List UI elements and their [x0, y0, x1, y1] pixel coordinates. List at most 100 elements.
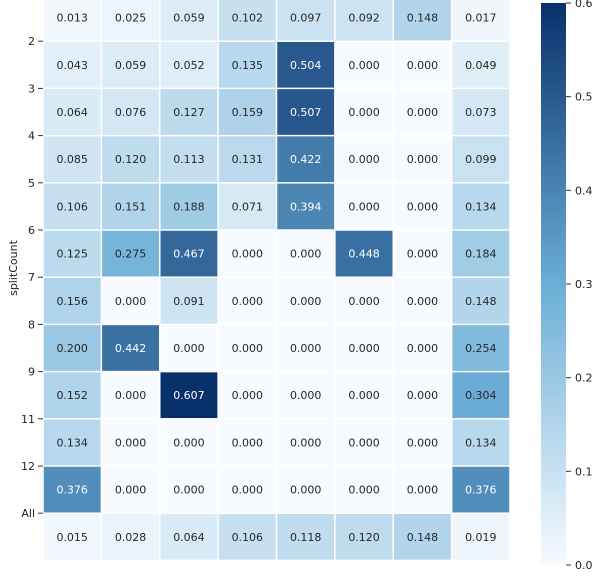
heatmap-cell	[277, 325, 335, 371]
heatmap-cell	[218, 325, 276, 371]
heatmap-cell	[452, 89, 510, 135]
heatmap-cell	[218, 466, 276, 513]
heatmap-cell	[160, 183, 218, 230]
cell-value-label: 0.025	[115, 12, 147, 25]
heatmap-cell	[43, 466, 101, 513]
cell-value-label: 0.148	[465, 295, 497, 308]
cell-value-label: 0.052	[173, 59, 205, 72]
y-tick-label: 6	[28, 224, 35, 237]
cell-value-label: 0.120	[115, 153, 147, 166]
cell-value-label: 0.000	[115, 484, 147, 497]
cell-value-label: 0.099	[465, 153, 497, 166]
heatmap-cell	[160, 41, 218, 88]
heatmap-cell	[277, 419, 335, 466]
cell-value-label: 0.000	[348, 59, 380, 72]
cell-value-label: 0.000	[348, 389, 380, 402]
heatmap-cell	[452, 0, 510, 41]
cell-value-label: 0.000	[348, 484, 380, 497]
heatmap-cell	[335, 89, 393, 135]
cell-value-label: 0.000	[115, 436, 147, 449]
cell-value-label: 0.064	[173, 531, 205, 544]
heatmap-cell	[335, 466, 393, 513]
heatmap-cell	[160, 136, 218, 183]
cell-value-label: 0.254	[465, 342, 497, 355]
cell-value-label: 0.134	[465, 436, 497, 449]
heatmap-cell	[43, 372, 101, 419]
cell-value-label: 0.013	[56, 12, 88, 25]
heatmap-cell	[218, 513, 276, 560]
heatmap-cell	[335, 325, 393, 371]
y-tick-label: All	[21, 507, 35, 520]
cell-value-label: 0.304	[465, 389, 497, 402]
heatmap-cell	[452, 41, 510, 88]
cell-value-label: 0.000	[173, 342, 205, 355]
heatmap-cell	[43, 41, 101, 88]
cell-value-label: 0.000	[290, 436, 322, 449]
cell-value-label: 0.134	[465, 200, 497, 213]
heatmap-cell	[160, 419, 218, 466]
cell-value-label: 0.159	[232, 106, 264, 119]
heatmap-cell	[102, 372, 159, 419]
cell-value-label: 0.106	[232, 531, 264, 544]
y-tick-label: 9	[28, 366, 35, 379]
heatmap-cell	[277, 466, 335, 513]
heatmap-cell	[335, 136, 393, 183]
heatmap-cell	[160, 230, 218, 277]
heatmap-cell	[160, 513, 218, 560]
cell-value-label: 0.000	[407, 295, 439, 308]
heatmap-cell	[277, 513, 335, 560]
heatmap-cell	[394, 136, 451, 183]
cell-value-label: 0.000	[290, 389, 322, 402]
cell-value-label: 0.607	[173, 389, 205, 402]
heatmap-cell	[335, 230, 393, 277]
cell-value-label: 0.092	[348, 12, 380, 25]
heatmap-cell	[335, 183, 393, 230]
heatmap-cell	[218, 89, 276, 135]
cell-value-label: 0.000	[407, 342, 439, 355]
heatmap-cell	[277, 89, 335, 135]
heatmap-cell	[394, 419, 451, 466]
cell-value-label: 0.019	[465, 531, 497, 544]
cell-value-label: 0.118	[290, 531, 322, 544]
heatmap-cell	[277, 136, 335, 183]
cell-value-label: 0.015	[56, 531, 88, 544]
heatmap-cell	[394, 0, 451, 41]
heatmap-cell	[43, 0, 101, 41]
y-tick-label: 4	[28, 130, 35, 143]
heatmap-cell	[218, 0, 276, 41]
cell-value-label: 0.000	[407, 389, 439, 402]
colorbar-gradient	[541, 3, 566, 565]
colorbar-tick-label: 0.5	[575, 91, 593, 104]
heatmap-cell	[43, 277, 101, 324]
cell-value-label: 0.059	[115, 59, 147, 72]
cell-value-label: 0.028	[115, 531, 147, 544]
cell-value-label: 0.059	[173, 12, 205, 25]
cell-value-label: 0.000	[232, 436, 264, 449]
heatmap-cell	[218, 136, 276, 183]
cell-value-label: 0.000	[232, 484, 264, 497]
heatmap-cell	[452, 183, 510, 230]
colorbar-tick-label: 0.3	[575, 278, 593, 291]
cell-value-label: 0.000	[290, 484, 322, 497]
heatmap-cell	[218, 183, 276, 230]
cell-value-label: 0.000	[232, 295, 264, 308]
cell-value-label: 0.000	[407, 106, 439, 119]
cell-value-label: 0.156	[56, 295, 88, 308]
cell-value-label: 0.049	[465, 59, 497, 72]
y-axis-title: splitCount	[7, 239, 20, 295]
heatmap-cell	[102, 230, 159, 277]
cell-value-label: 0.000	[348, 295, 380, 308]
heatmap-cell	[277, 230, 335, 277]
cell-value-label: 0.275	[115, 248, 147, 261]
heatmap-cell	[102, 513, 159, 560]
y-tick-label: 11	[21, 413, 35, 426]
colorbar-tick-label: 0.0	[575, 559, 593, 572]
colorbar-tick-label: 0.4	[575, 184, 593, 197]
y-tick-label: 3	[28, 82, 35, 95]
cell-value-label: 0.448	[348, 248, 380, 261]
cell-value-label: 0.017	[465, 12, 497, 25]
heatmap-cell	[277, 41, 335, 88]
heatmap-cell	[102, 183, 159, 230]
cell-value-label: 0.152	[56, 389, 88, 402]
